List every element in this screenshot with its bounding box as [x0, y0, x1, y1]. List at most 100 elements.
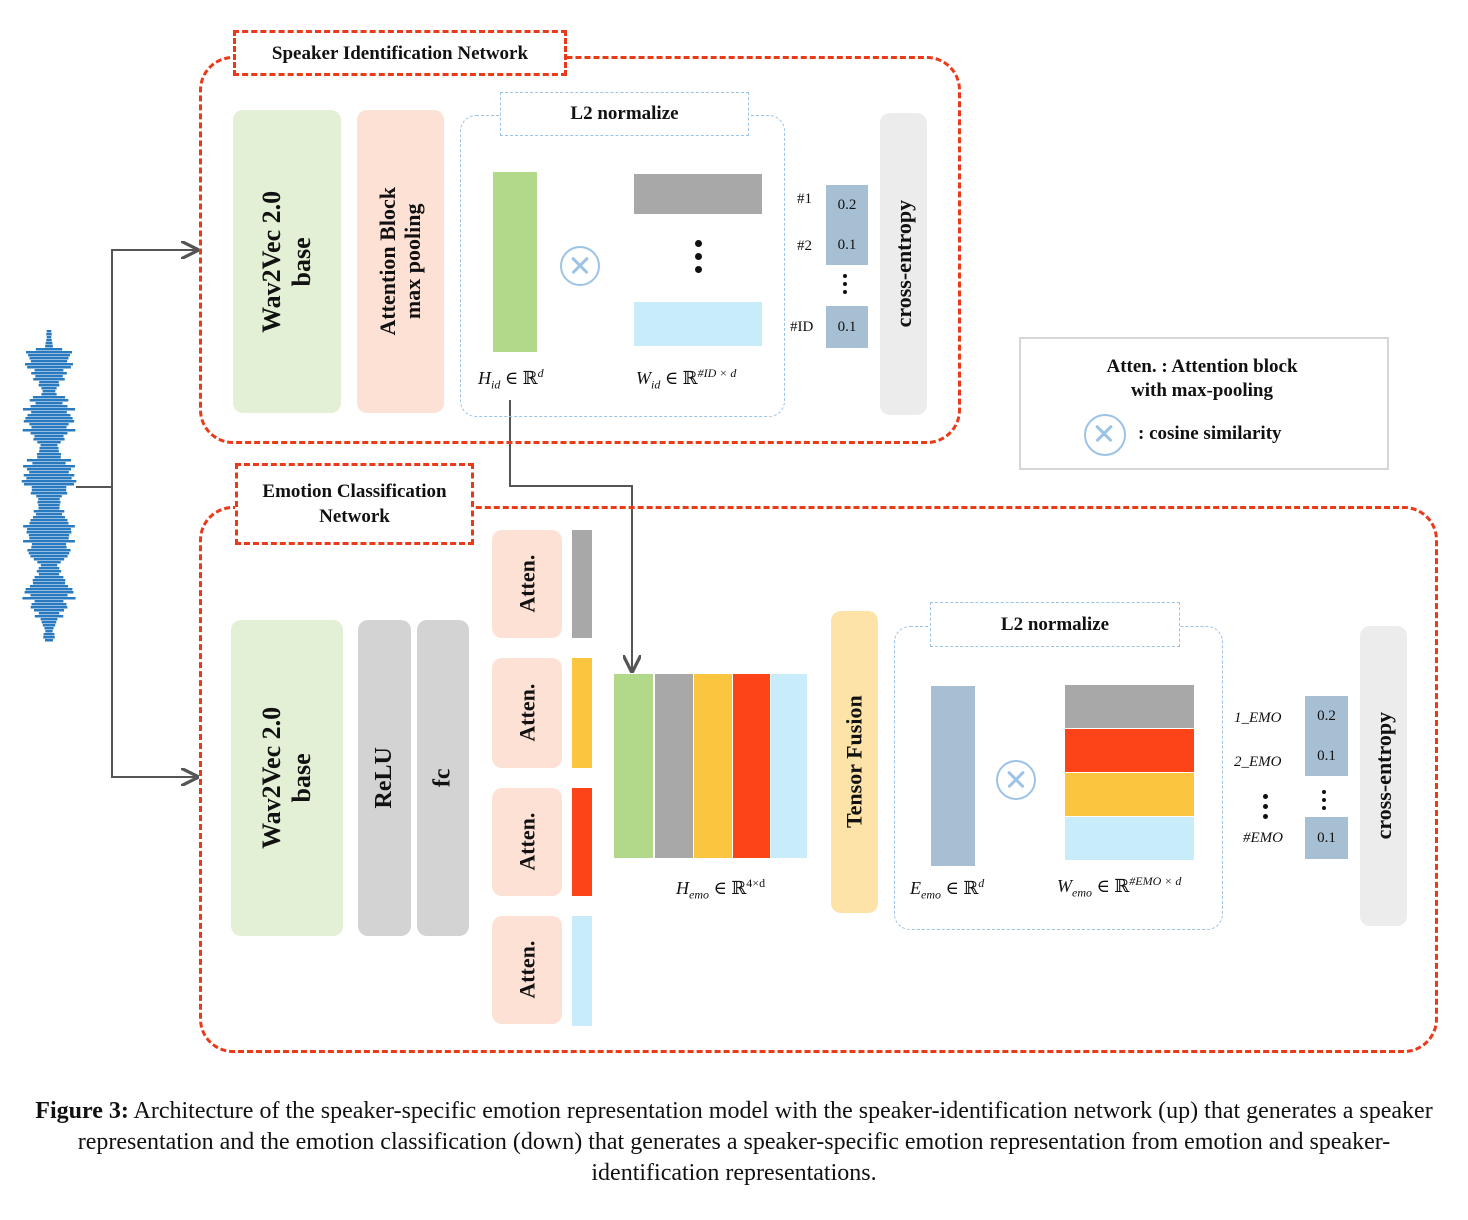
waveform-segment — [22, 597, 76, 600]
w-id-sup: #ID × d — [697, 366, 737, 380]
waveform-segment — [36, 513, 62, 516]
e-emo-symbol: E — [910, 878, 921, 898]
waveform-segment — [34, 435, 64, 438]
speaker-l2-title: L2 normalize — [500, 92, 749, 136]
waveform-segment — [23, 465, 75, 468]
waveform-segment — [37, 561, 61, 564]
speaker-attention-block: Attention Block max pooling — [357, 110, 444, 413]
h-emo-sup: 4×d — [746, 876, 766, 890]
waveform-segment — [27, 549, 71, 552]
waveform-segment — [25, 351, 73, 354]
speaker-score-id: 0.1 — [826, 306, 868, 348]
figure-caption-label: Figure 3: — [35, 1098, 129, 1124]
w-emo-row-lightblue — [1065, 817, 1194, 860]
waveform-segment — [34, 615, 64, 618]
waveform-segment — [38, 573, 60, 576]
emotion-score-label-emo: #EMO — [1243, 830, 1283, 846]
speaker-score-1: 0.2 — [826, 185, 868, 225]
waveform-segment — [37, 501, 61, 504]
waveform-segment — [22, 408, 76, 411]
waveform-segment — [41, 393, 57, 396]
atten-block-4: Atten. — [492, 916, 562, 1024]
waveform-segment — [27, 528, 71, 531]
emotion-network-box — [199, 506, 1438, 1053]
waveform-segment — [36, 495, 62, 498]
emotion-score-label-ellipsis — [1263, 794, 1268, 819]
waveform-segment — [45, 342, 53, 345]
legend-line-1: Atten. : Attention block — [1106, 356, 1298, 377]
legend-cosine-icon — [1084, 414, 1126, 456]
speaker-wav2vec-label: Wav2Vec 2.0 base — [257, 190, 317, 333]
speaker-w-id-row-first — [634, 174, 762, 214]
waveform-segment — [35, 375, 63, 378]
atten-label-4: Atten. — [514, 940, 540, 1000]
emotion-wav2vec-block: Wav2Vec 2.0 base — [231, 620, 343, 936]
h-emo-gray — [655, 674, 693, 858]
figure-caption-text: Architecture of the speaker-specific emo… — [77, 1098, 1433, 1186]
waveform-segment — [26, 468, 72, 471]
waveform-segment — [28, 534, 70, 537]
waveform-segment — [34, 576, 64, 579]
waveform-segment — [31, 489, 67, 492]
waveform-segment — [33, 378, 65, 381]
emotion-score-2: 0.1 — [1305, 736, 1348, 776]
h-emo-lightblue — [771, 674, 807, 858]
waveform-segment — [31, 372, 67, 375]
waveform-segment — [36, 453, 62, 456]
waveform-segment — [26, 531, 72, 534]
speaker-score-label-2: #2 — [797, 238, 812, 254]
emotion-cross-entropy-block: cross-entropy — [1360, 626, 1407, 926]
waveform-segment — [26, 459, 72, 462]
atten-block-1: Atten. — [492, 530, 562, 638]
w-emo-label: Wemo ∈ ℝ#EMO × d — [1057, 874, 1181, 901]
w-emo-sup: #EMO × d — [1129, 874, 1182, 888]
emotion-cosine-icon — [996, 760, 1036, 800]
arrow-to-speaker-network — [111, 250, 197, 487]
waveform-segment — [30, 405, 68, 408]
w-emo-row-red — [1065, 729, 1194, 772]
waveform-segment — [32, 579, 66, 582]
waveform-segment — [28, 552, 70, 555]
waveform-segment — [32, 516, 66, 519]
arrow-to-emotion-network — [111, 487, 197, 777]
waveform-segment — [39, 450, 59, 453]
atten-block-2: Atten. — [492, 658, 562, 768]
w-emo-rel: ∈ ℝ — [1092, 876, 1130, 896]
relu-label: ReLU — [370, 747, 397, 809]
emotion-score-1: 0.2 — [1305, 696, 1348, 736]
emotion-score-emo: 0.1 — [1305, 817, 1348, 859]
waveform-segment — [38, 567, 60, 570]
legend-box — [1019, 337, 1389, 470]
h-id-sub: id — [491, 377, 501, 392]
h-emo-label: Hemo ∈ ℝ4×d — [676, 876, 765, 903]
waveform-segment — [29, 471, 69, 474]
waveform-segment — [25, 363, 73, 366]
waveform-segment — [22, 429, 76, 432]
legend-cosine-label: : cosine similarity — [1138, 423, 1282, 444]
waveform-segment — [37, 456, 61, 459]
speaker-h-id-label: Hid ∈ ℝd — [478, 366, 544, 393]
waveform-segment — [29, 357, 69, 360]
speaker-score-2: 0.1 — [826, 225, 868, 265]
waveform-segment — [40, 564, 58, 567]
waveform-segment — [32, 462, 66, 465]
e-emo-vector — [931, 686, 975, 866]
waveform-segment — [33, 609, 65, 612]
speaker-cross-entropy-label: cross-entropy — [890, 200, 916, 328]
waveform-segment — [41, 387, 57, 390]
waveform-segment — [31, 543, 67, 546]
w-emo-row-yellow — [1065, 773, 1194, 816]
waveform-segment — [42, 624, 56, 627]
waveform-segment — [39, 381, 59, 384]
waveform-segment — [33, 438, 65, 441]
h-emo-sub: emo — [689, 887, 709, 902]
w-emo-sub: emo — [1072, 885, 1092, 900]
waveform-segment — [34, 600, 64, 603]
waveform-segment — [41, 621, 57, 624]
speaker-network-box — [199, 56, 961, 444]
waveform-segment — [30, 432, 68, 435]
waveform-segment — [30, 492, 68, 495]
waveform-segment — [37, 441, 61, 444]
waveform-segment — [46, 339, 52, 342]
fc-label: fc — [429, 768, 456, 788]
